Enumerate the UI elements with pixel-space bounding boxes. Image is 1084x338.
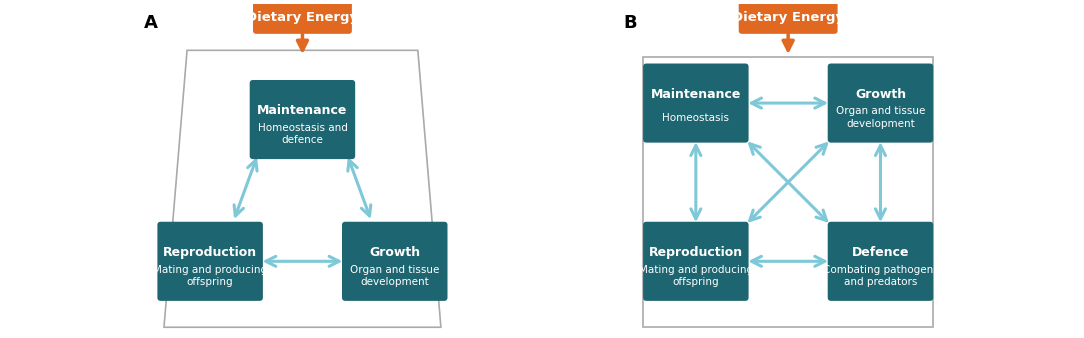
- FancyBboxPatch shape: [828, 64, 933, 143]
- Text: Reproduction: Reproduction: [649, 246, 743, 259]
- FancyBboxPatch shape: [643, 57, 933, 327]
- Text: Dietary Energy: Dietary Energy: [732, 11, 844, 24]
- FancyBboxPatch shape: [738, 1, 838, 34]
- Text: Dietary Energy: Dietary Energy: [246, 11, 359, 24]
- Text: Homeostasis and
defence: Homeostasis and defence: [258, 123, 347, 145]
- FancyBboxPatch shape: [828, 222, 933, 301]
- Text: Maintenance: Maintenance: [650, 88, 741, 101]
- FancyBboxPatch shape: [249, 80, 356, 159]
- Text: B: B: [623, 14, 637, 32]
- FancyBboxPatch shape: [643, 222, 749, 301]
- Text: Growth: Growth: [855, 88, 906, 101]
- FancyBboxPatch shape: [157, 222, 263, 301]
- Text: Growth: Growth: [370, 246, 421, 259]
- Polygon shape: [164, 50, 441, 327]
- FancyBboxPatch shape: [643, 64, 749, 143]
- Text: Mating and producing
offspring: Mating and producing offspring: [153, 265, 267, 287]
- Text: A: A: [144, 14, 158, 32]
- Text: Organ and tissue
development: Organ and tissue development: [350, 265, 439, 287]
- Text: Defence: Defence: [852, 246, 909, 259]
- Text: Combating pathogens
and predators: Combating pathogens and predators: [823, 265, 939, 287]
- FancyBboxPatch shape: [343, 222, 448, 301]
- Text: Organ and tissue
development: Organ and tissue development: [836, 106, 925, 129]
- FancyBboxPatch shape: [253, 1, 352, 34]
- Text: Reproduction: Reproduction: [163, 246, 257, 259]
- Text: Homeostasis: Homeostasis: [662, 113, 730, 123]
- Text: Mating and producing
offspring: Mating and producing offspring: [638, 265, 753, 287]
- Text: Maintenance: Maintenance: [257, 104, 348, 117]
